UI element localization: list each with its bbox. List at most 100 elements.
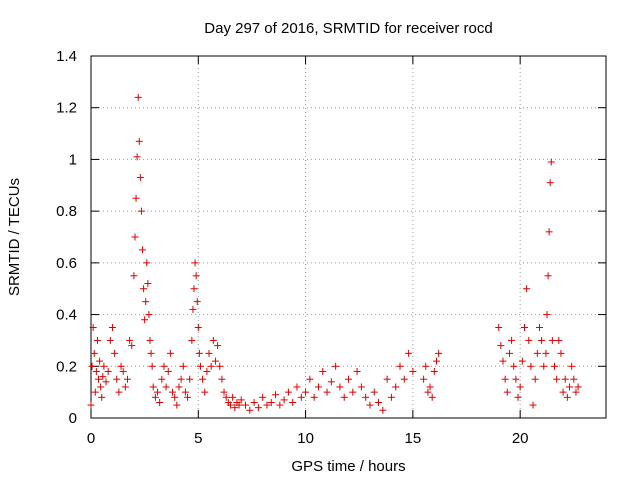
x-axis-label: GPS time / hours: [291, 458, 405, 475]
data-point: [179, 362, 187, 370]
data-point: [375, 398, 383, 406]
data-point: [289, 398, 297, 406]
data-point: [123, 375, 131, 383]
data-point: [156, 398, 164, 406]
data-point: [432, 357, 440, 365]
data-point: [280, 396, 288, 404]
data-point: [383, 375, 391, 383]
data-point: [276, 401, 284, 409]
data-point: [126, 336, 134, 344]
data-point: [396, 362, 404, 370]
data-point: [92, 367, 100, 375]
data-point: [177, 375, 185, 383]
data-point: [211, 357, 219, 365]
grid-lines: [91, 56, 606, 418]
data-point: [131, 233, 139, 241]
data-point: [430, 367, 438, 375]
data-point: [102, 378, 110, 386]
data-point: [263, 401, 271, 409]
data-point: [543, 311, 551, 319]
data-point: [113, 375, 121, 383]
data-point: [142, 298, 150, 306]
data-point: [146, 336, 154, 344]
data-point: [420, 375, 428, 383]
data-point: [545, 228, 553, 236]
data-point: [572, 388, 580, 396]
data-point: [133, 153, 141, 161]
data-point: [310, 393, 318, 401]
data-point: [327, 378, 335, 386]
data-point: [100, 362, 108, 370]
data-point: [162, 383, 170, 391]
data-point: [111, 349, 119, 357]
data-point: [297, 393, 305, 401]
data-point: [366, 401, 374, 409]
data-point: [220, 388, 228, 396]
data-point: [501, 375, 509, 383]
data-point: [193, 298, 201, 306]
data-point: [194, 324, 202, 331]
data-point: [302, 388, 310, 396]
data-point: [205, 349, 213, 357]
data-point: [574, 383, 582, 391]
data-point: [136, 174, 144, 182]
data-point: [340, 393, 348, 401]
data-point: [387, 393, 395, 401]
data-point: [563, 393, 571, 401]
data-point: [147, 349, 155, 357]
data-point: [201, 388, 209, 396]
data-point: [553, 375, 561, 383]
data-point: [568, 362, 576, 370]
data-point: [508, 336, 516, 344]
data-point: [137, 207, 145, 215]
data-point: [237, 396, 245, 404]
data-point: [409, 367, 417, 375]
data-point: [557, 349, 565, 357]
data-point: [135, 137, 143, 145]
data-point: [128, 342, 136, 350]
data-point: [546, 179, 554, 187]
data-point: [166, 349, 174, 357]
data-point: [357, 383, 365, 391]
data-point: [512, 375, 520, 383]
chart-title: Day 297 of 2016, SRMTID for receiver roc…: [204, 20, 492, 37]
data-point: [548, 336, 556, 344]
axis-ticks: [90, 55, 606, 419]
data-point: [207, 362, 215, 370]
data-point: [106, 336, 114, 344]
data-point: [510, 362, 518, 370]
data-point: [229, 393, 237, 401]
data-point: [196, 362, 204, 370]
data-point: [148, 362, 156, 370]
data-point: [132, 194, 140, 202]
data-point: [259, 393, 267, 401]
data-point: [570, 375, 578, 383]
data-point: [566, 383, 574, 391]
data-point: [525, 336, 533, 344]
data-point: [95, 375, 103, 383]
data-point: [267, 398, 275, 406]
data-point: [428, 393, 436, 401]
data-point: [319, 367, 327, 375]
data-point: [424, 388, 432, 396]
data-point: [527, 362, 535, 370]
data-point: [370, 388, 378, 396]
data-point: [164, 367, 172, 375]
data-point: [533, 349, 541, 357]
y-axis-label: SRMTID / TECUs: [6, 178, 23, 296]
data-point: [216, 362, 224, 370]
data-point: [435, 349, 443, 357]
data-point: [555, 336, 563, 344]
data-point: [405, 349, 413, 357]
data-point: [218, 375, 226, 383]
data-point: [332, 362, 340, 370]
data-point: [119, 367, 127, 375]
data-point: [145, 311, 153, 319]
data-point: [400, 375, 408, 383]
data-point: [96, 357, 104, 365]
x-tick-label: 20: [512, 430, 529, 447]
data-point: [139, 246, 146, 254]
data-point: [426, 383, 434, 391]
data-point: [516, 383, 524, 391]
